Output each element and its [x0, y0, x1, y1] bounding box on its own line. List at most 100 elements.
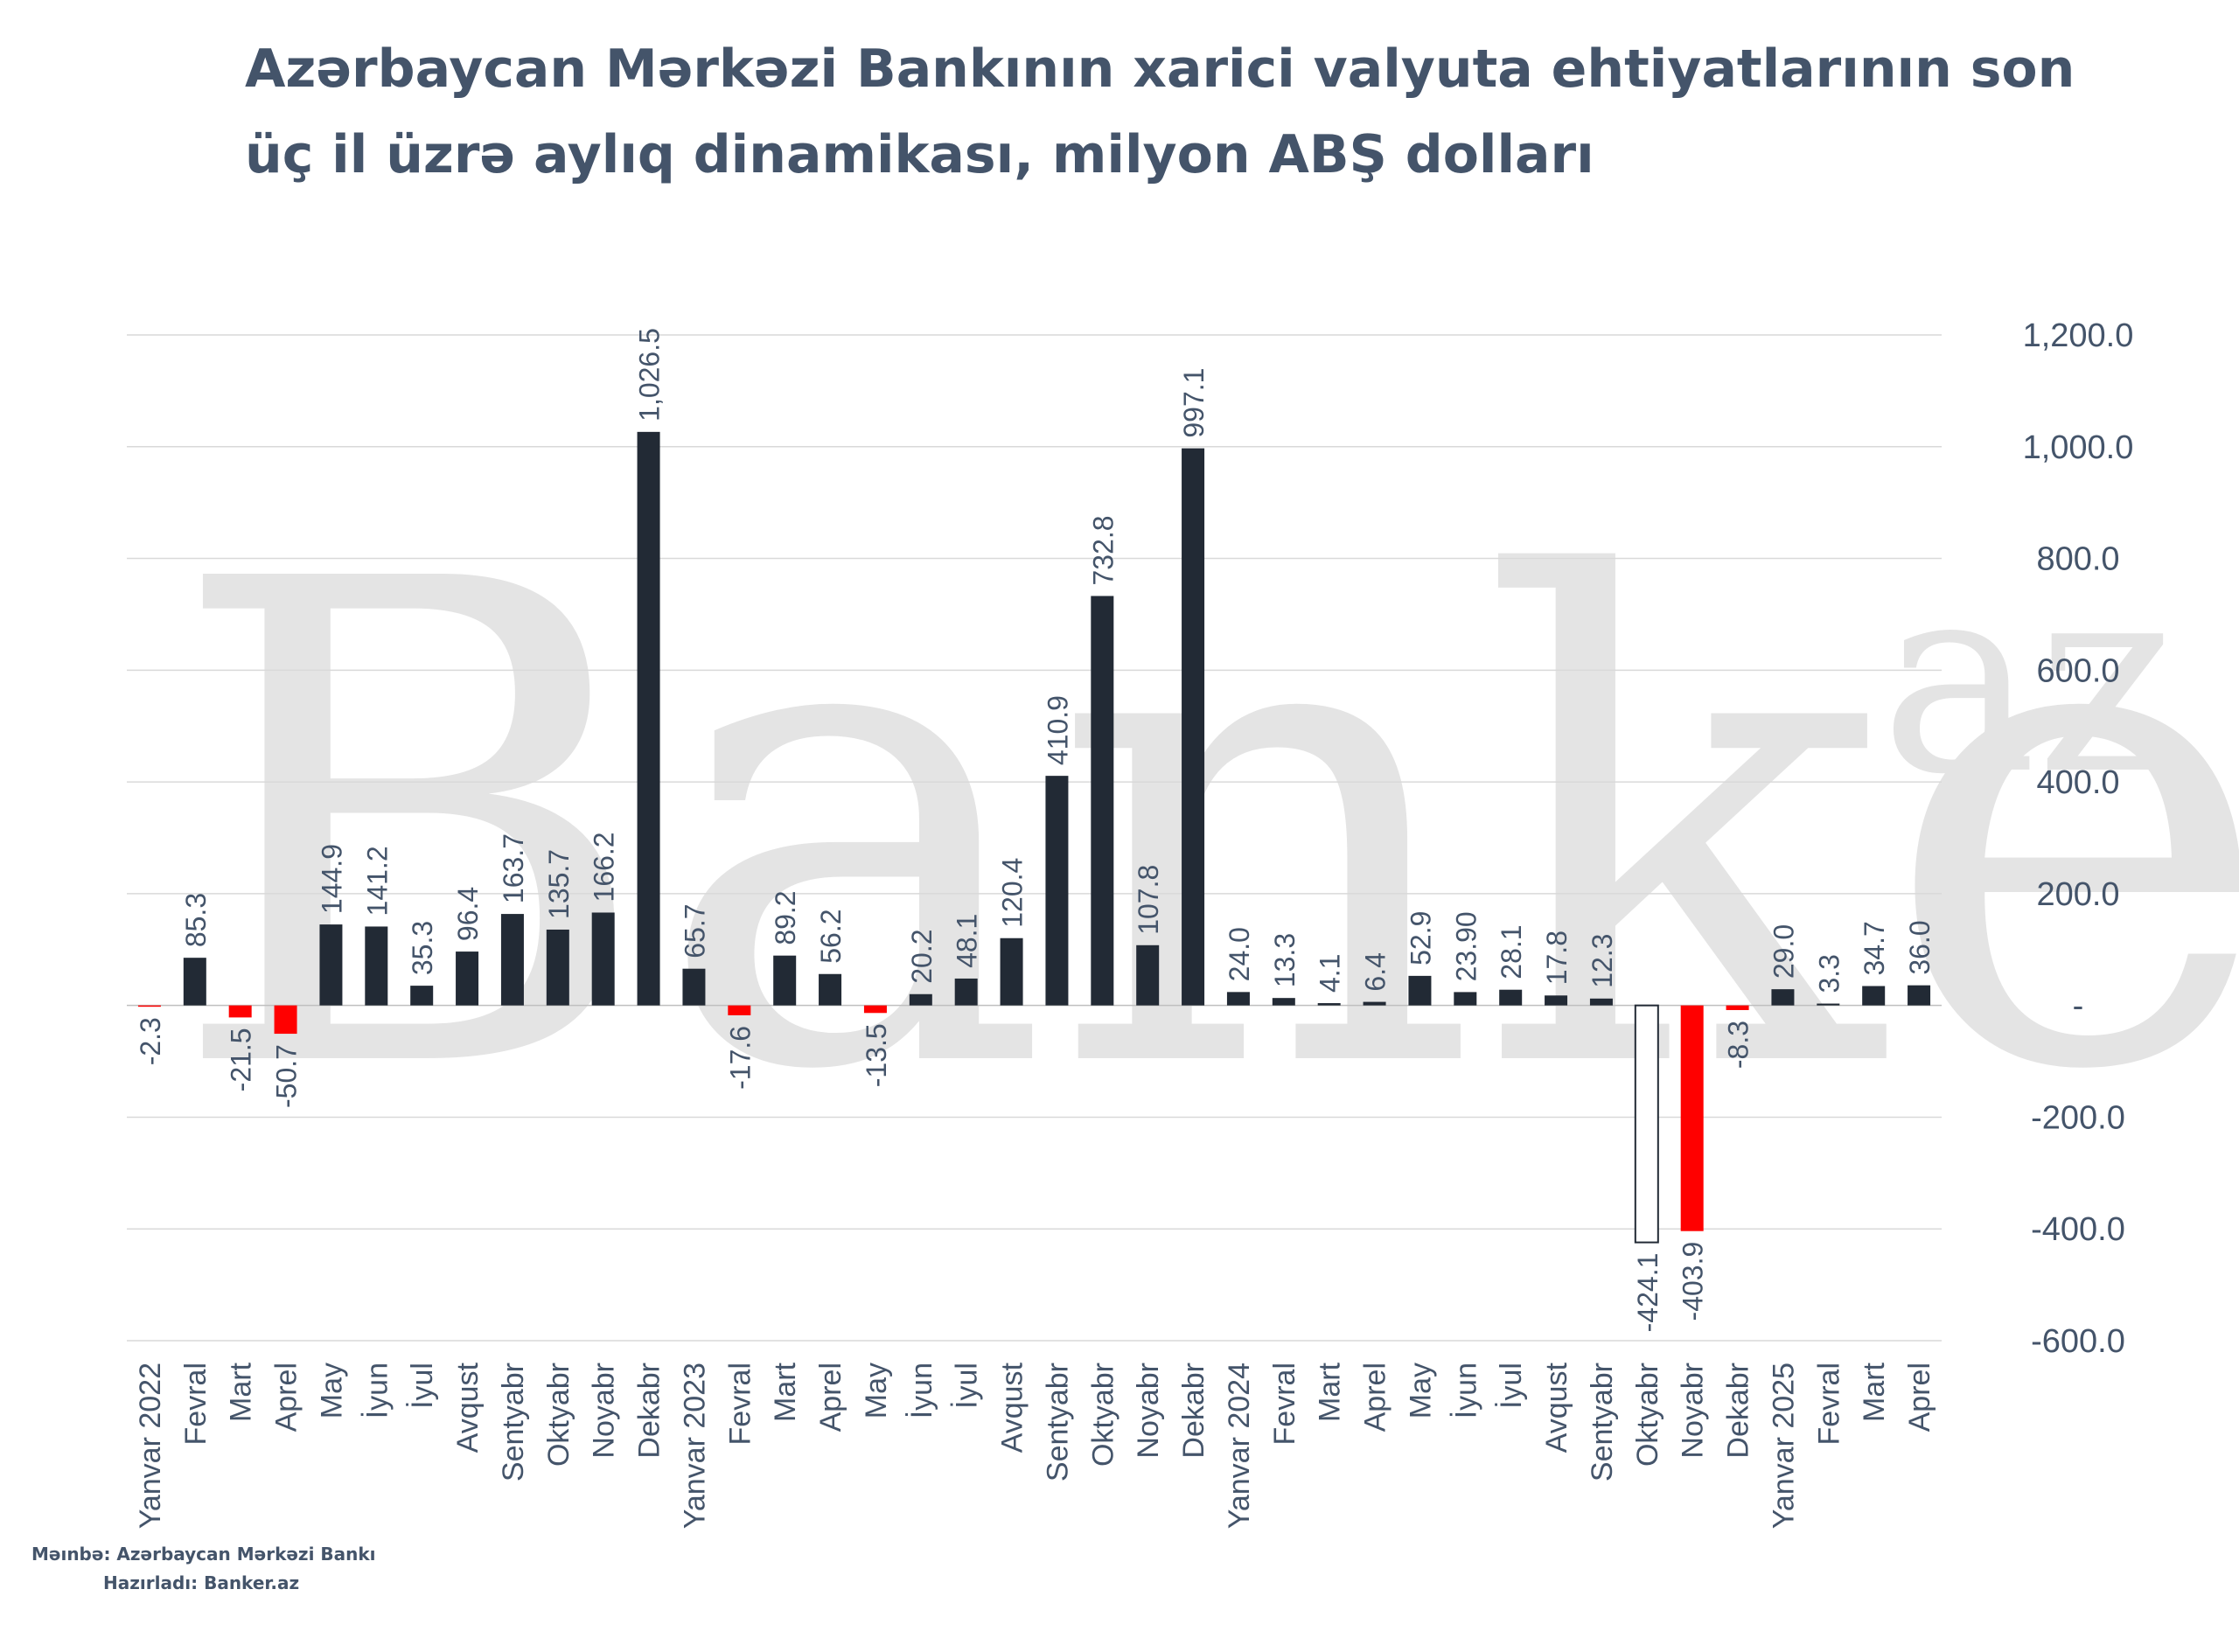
data-label: 34.7: [1859, 921, 1890, 975]
x-tick-label: Sentyabr: [1041, 1363, 1074, 1481]
bar: [365, 926, 388, 1006]
data-label: 107.8: [1133, 865, 1164, 935]
watermark-sup-text: az: [1880, 526, 2175, 832]
data-label: 56.2: [815, 909, 847, 963]
bar: [682, 968, 706, 1006]
data-label: 36.0: [1904, 920, 1936, 974]
bar: [728, 1005, 751, 1015]
bar: [319, 924, 343, 1006]
bar: [591, 912, 615, 1006]
bar: [1634, 1004, 1659, 1244]
y-tick-label: 600.0: [2036, 652, 2119, 689]
x-tick-label: Yanvar 2025: [1767, 1363, 1800, 1529]
bar: [1499, 989, 1523, 1006]
y-tick-label: 800.0: [2036, 541, 2119, 578]
data-label: -17.6: [724, 1026, 756, 1090]
data-label: 23.90: [1450, 911, 1482, 981]
x-tick-label: Sentyabr: [497, 1363, 530, 1481]
x-tick-label: Aprel: [814, 1363, 847, 1432]
x-axis: Yanvar 2022 Fevral Mart Aprel May İyun İyul Avq…: [134, 1362, 1936, 1529]
x-tick-label: Dekabr: [1722, 1363, 1755, 1459]
x-tick-label: İyul: [951, 1363, 984, 1409]
bar: [954, 978, 978, 1006]
data-label: 3.3: [1813, 954, 1845, 993]
data-label: -50.7: [271, 1044, 303, 1108]
data-label: -2.3: [135, 1017, 166, 1065]
source-note: Məınbə: Azərbaycan Mərkəzi Bankı: [31, 1544, 376, 1565]
x-tick-label: Dekabr: [1177, 1363, 1210, 1459]
data-label: 65.7: [679, 903, 710, 958]
bar: [637, 431, 660, 1006]
bar: [410, 986, 434, 1006]
chart-title: Azərbaycan Mərkəzi Bankının xarici valyu…: [245, 26, 2082, 198]
y-tick-label: -400.0: [2031, 1211, 2125, 1248]
data-label: 732.8: [1087, 515, 1119, 585]
bar: [1862, 986, 1886, 1006]
y-axis: 1,200.0 1,000.0 800.0 600.0 400.0 200.0 - -200.…: [2023, 317, 2134, 1360]
x-tick-label: Oktyabr: [1086, 1363, 1120, 1467]
bar: [183, 958, 206, 1006]
data-label: 35.3: [407, 921, 438, 975]
data-label: -424.1: [1632, 1253, 1664, 1333]
data-label: 89.2: [770, 890, 801, 944]
x-tick-label: Mart: [1314, 1362, 1347, 1422]
gridlines: [127, 334, 1942, 1342]
x-tick-label: İyun: [1449, 1363, 1482, 1418]
y-tick-label: 200.0: [2036, 876, 2119, 913]
x-tick-label: İyun: [905, 1363, 938, 1418]
x-tick-label: Yanvar 2023: [678, 1363, 711, 1529]
bar: [500, 914, 524, 1006]
data-label: 144.9: [316, 844, 347, 914]
x-tick-label: Sentyabr: [1586, 1363, 1619, 1481]
prepared-by-note: Hazırladı: Banker.az: [103, 1572, 300, 1593]
x-tick-label: Mart: [225, 1362, 258, 1422]
data-label: 1,026.5: [634, 328, 666, 422]
bar: [1726, 1005, 1749, 1010]
data-labels: -2.3 85.3 -21.5 -50.7 144.9 141.2 35.3 96.4 163.…: [135, 328, 1936, 1332]
bar: [1408, 975, 1432, 1006]
data-label: 166.2: [589, 832, 620, 902]
x-tick-label: Avqust: [451, 1362, 485, 1453]
x-tick-label: Avqust: [1540, 1362, 1573, 1453]
x-tick-label: İyun: [360, 1363, 394, 1418]
x-tick-label: Fevral: [179, 1363, 213, 1445]
y-tick-label: 1,000.0: [2023, 429, 2134, 466]
chart-title-line-1: Azərbaycan Mərkəzi Bankının xarici valyu…: [245, 38, 2075, 100]
data-label: -8.3: [1723, 1021, 1754, 1069]
data-label: 17.8: [1541, 931, 1573, 985]
bar: [1045, 776, 1069, 1006]
bar: [1589, 998, 1613, 1006]
x-tick-label: Noyabr: [1677, 1363, 1710, 1459]
y-tick-label: -: [2073, 988, 2084, 1025]
bar: [1363, 1001, 1386, 1006]
data-label: 52.9: [1405, 911, 1436, 965]
bar: [1226, 992, 1250, 1006]
data-label: -403.9: [1678, 1242, 1709, 1321]
data-label: 997.1: [1178, 368, 1210, 438]
data-label: 6.4: [1360, 952, 1392, 991]
bar: [1545, 995, 1568, 1006]
bar: [1136, 944, 1160, 1006]
x-tick-label: Oktyabr: [542, 1363, 575, 1467]
bar: [1771, 989, 1795, 1006]
chart-title-line-2: üç il üzrə aylıq dinamikası, milyon ABŞ …: [245, 124, 1594, 185]
data-label: -21.5: [226, 1028, 257, 1091]
bar: [1091, 596, 1114, 1006]
data-label: 85.3: [180, 893, 212, 947]
bar: [1454, 992, 1477, 1006]
data-label: 120.4: [997, 858, 1029, 928]
data-label: 13.3: [1269, 933, 1301, 987]
x-tick-label: Yanvar 2024: [1223, 1363, 1256, 1529]
x-tick-label: Oktyabr: [1631, 1363, 1664, 1467]
y-tick-label: 1,200.0: [2023, 317, 2134, 354]
y-tick-label: 400.0: [2036, 764, 2119, 801]
bar: [773, 955, 797, 1006]
x-tick-label: Yanvar 2022: [134, 1363, 167, 1529]
bar: [819, 973, 842, 1006]
bar: [863, 1005, 887, 1014]
x-tick-label: Fevral: [1812, 1363, 1845, 1445]
data-label: 24.0: [1224, 927, 1255, 981]
x-tick-label: Mart: [1858, 1362, 1891, 1422]
x-tick-label: Fevral: [723, 1363, 757, 1445]
x-tick-label: Aprel: [1903, 1363, 1936, 1432]
